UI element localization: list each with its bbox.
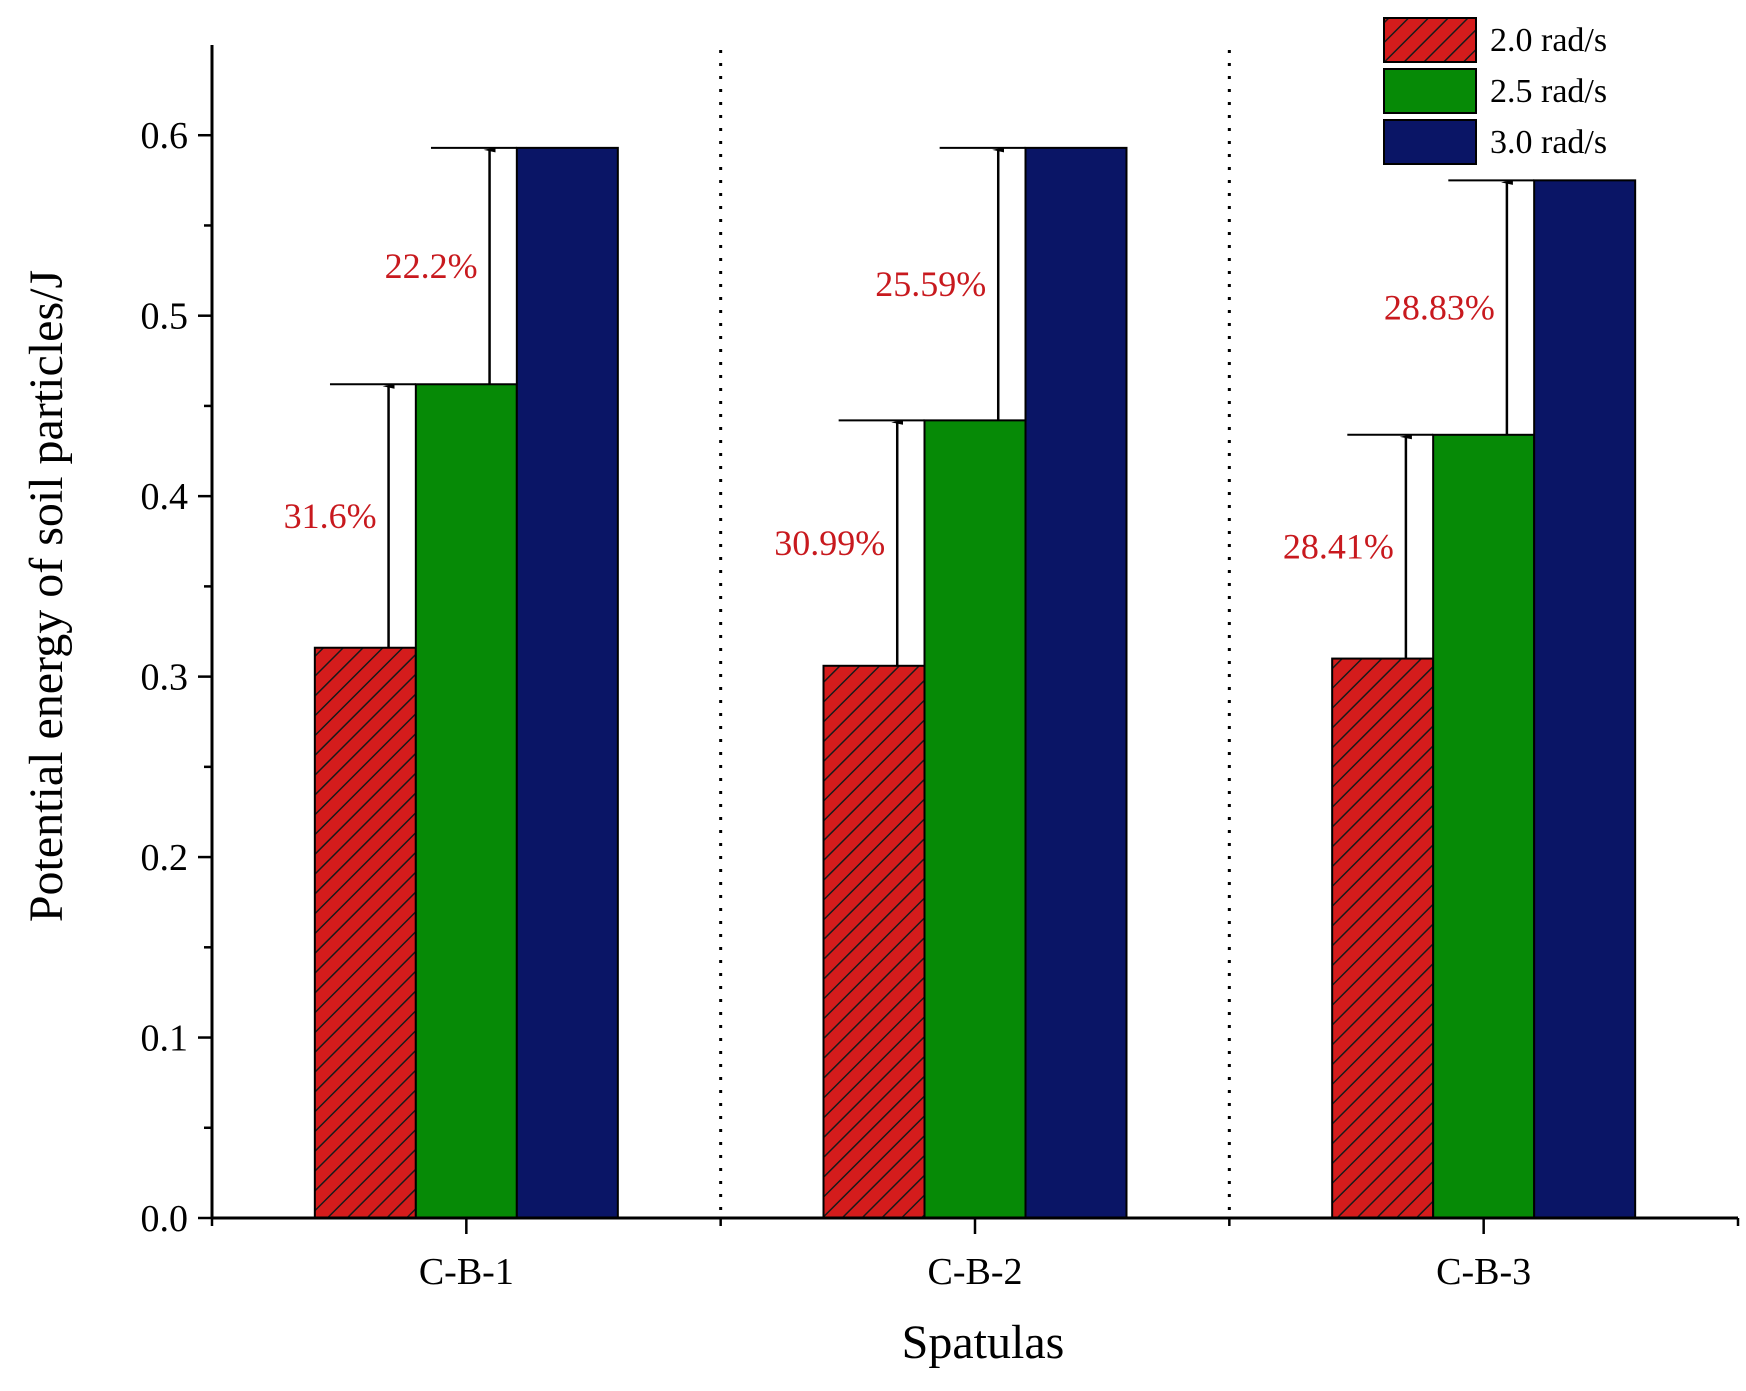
annotation-percent-label: 31.6% xyxy=(284,496,377,536)
bar-C-B-3-2.0 rad/s xyxy=(1331,657,1435,1219)
x-tick-label: C-B-3 xyxy=(1436,1251,1531,1293)
bar-C-B-1-2.5 rad/s xyxy=(414,383,518,1219)
legend-swatch xyxy=(1383,17,1477,63)
bar-C-B-1-3.0 rad/s xyxy=(515,146,619,1220)
legend-label: 3.0 rad/s xyxy=(1490,124,1607,161)
axes-layer: 0.0 0.1 0.2 0.3 0.4 0.5 0.6 C-B-1 C-B-2 C-B-3 xyxy=(141,45,1740,1293)
y-tick-label: 0.5 xyxy=(141,296,189,338)
bar-C-B-2-2.0 rad/s xyxy=(822,664,926,1219)
legend-label: 2.5 rad/s xyxy=(1490,73,1607,110)
bar-C-B-2-2.5 rad/s xyxy=(923,419,1027,1219)
annotation-percent-label: 25.59% xyxy=(875,264,986,304)
bar-C-B-3-2.5 rad/s xyxy=(1432,433,1536,1219)
y-tick-label: 0.4 xyxy=(141,476,189,518)
y-tick-label: 0.3 xyxy=(141,657,189,699)
y-tick-label: 0.0 xyxy=(141,1198,189,1240)
legend-swatch xyxy=(1383,119,1477,165)
bar-C-B-2-3.0 rad/s xyxy=(1024,146,1128,1220)
legend-label: 2.0 rad/s xyxy=(1490,22,1607,59)
y-tick-label: 0.2 xyxy=(141,837,189,879)
legend-swatch xyxy=(1383,68,1477,114)
bar-C-B-1-2.0 rad/s xyxy=(313,646,417,1219)
bars-layer xyxy=(313,146,1637,1220)
x-axis-title: Spatulas xyxy=(902,1316,1065,1369)
legend: 2.0 rad/s 2.5 rad/s 3.0 rad/s xyxy=(1383,17,1607,165)
annotation-percent-label: 28.41% xyxy=(1283,527,1394,567)
annotation-percent-label: 30.99% xyxy=(774,523,885,563)
y-axis-title: Potential energy of soil particles/J xyxy=(20,270,73,922)
annotation-percent-label: 22.2% xyxy=(385,246,478,286)
y-tick-label: 0.6 xyxy=(141,115,189,157)
annotation-percent-label: 28.83% xyxy=(1384,288,1495,328)
bar-C-B-3-3.0 rad/s xyxy=(1533,179,1637,1219)
x-tick-label: C-B-2 xyxy=(928,1251,1023,1293)
x-tick-label: C-B-1 xyxy=(419,1251,514,1293)
y-tick-label: 0.1 xyxy=(141,1018,189,1060)
annotations-layer: 31.6% 22.2% 30.99% 25.59% 28.41% 28.83% xyxy=(284,146,1535,666)
